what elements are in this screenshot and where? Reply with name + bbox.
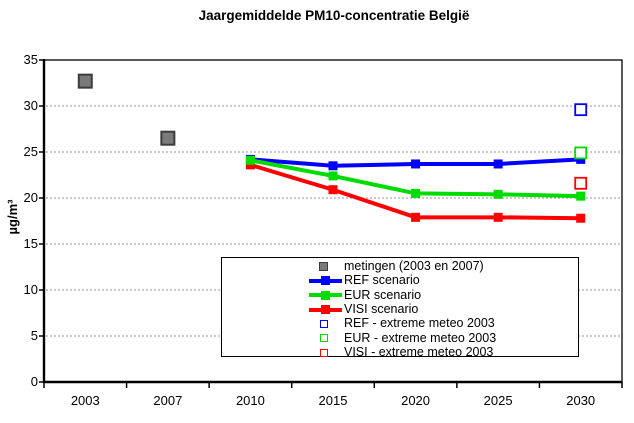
legend-filled-square-marker (319, 262, 328, 271)
legend-item: VISI - extreme meteo 2003 (222, 345, 578, 359)
y-tick-label: 35 (23, 52, 38, 67)
y-tick-label: 15 (23, 236, 38, 251)
legend-line-marker (309, 305, 342, 315)
y-tick-label: 0 (30, 374, 38, 389)
legend-label: EUR scenario (344, 287, 422, 302)
data-point (574, 146, 588, 160)
legend-open-square-marker (320, 334, 328, 343)
data-point (576, 191, 586, 201)
legend-item: EUR scenario (222, 288, 578, 302)
legend-item: EUR - extreme meteo 2003 (222, 331, 578, 345)
x-tick-label: 2003 (70, 393, 100, 408)
data-point (574, 176, 588, 190)
legend-label: VISI scenario (344, 302, 419, 317)
legend-line-square (321, 290, 330, 300)
legend-label: EUR - extreme meteo 2003 (344, 330, 497, 345)
data-point (576, 154, 586, 164)
legend-line-marker (309, 276, 342, 286)
legend-line-square (321, 276, 330, 286)
chart-title: Jaargemiddelde PM10-concentratie België (198, 8, 470, 23)
legend-line-square (321, 305, 330, 315)
x-tick-label: 2025 (483, 393, 513, 408)
x-tick-label: 2030 (566, 393, 596, 408)
legend-item: metingen (2003 en 2007) (222, 259, 578, 273)
data-point (160, 130, 176, 146)
legend-label: REF scenario (344, 273, 420, 288)
data-point (576, 213, 586, 223)
data-point (411, 212, 421, 222)
legend-label: REF - extreme meteo 2003 (344, 316, 495, 331)
y-tick-label: 5 (30, 328, 38, 343)
data-point (493, 189, 503, 199)
data-point (328, 161, 338, 171)
legend-label: VISI - extreme meteo 2003 (344, 345, 494, 360)
y-tick-label: 25 (23, 144, 38, 159)
x-tick-label: 2010 (235, 393, 265, 408)
legend-item: REF scenario (222, 273, 578, 287)
data-point (411, 159, 421, 169)
data-point (574, 103, 588, 117)
data-point (328, 185, 338, 195)
y-tick-label: 20 (23, 190, 38, 205)
y-axis-title: µg/m³ (5, 199, 20, 235)
x-tick-label: 2020 (401, 393, 431, 408)
legend-item: REF - extreme meteo 2003 (222, 316, 578, 330)
data-point (77, 73, 93, 89)
y-tick-label: 30 (23, 98, 38, 113)
x-tick-label: 2015 (318, 393, 348, 408)
data-point (328, 171, 338, 181)
y-tick-label: 10 (23, 282, 38, 297)
data-point (245, 160, 255, 170)
legend-label: metingen (2003 en 2007) (344, 259, 484, 273)
legend-line-marker (309, 290, 342, 300)
legend-item: VISI scenario (222, 302, 578, 316)
legend-open-square-marker (320, 319, 328, 328)
data-point (245, 155, 255, 165)
data-point (493, 212, 503, 222)
x-tick-label: 2007 (153, 393, 183, 408)
data-point (411, 188, 421, 198)
legend: metingen (2003 en 2007) REF scenario EUR s… (221, 257, 579, 359)
legend-open-square-marker (320, 348, 328, 357)
data-point (493, 159, 503, 169)
